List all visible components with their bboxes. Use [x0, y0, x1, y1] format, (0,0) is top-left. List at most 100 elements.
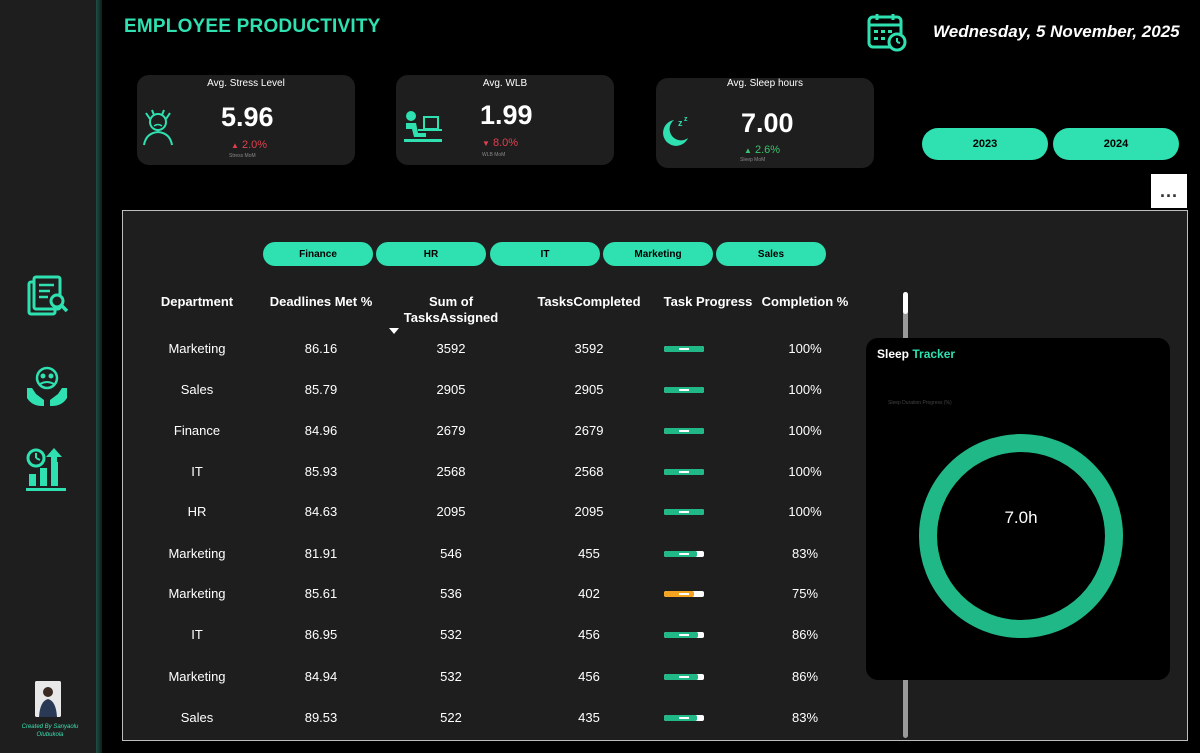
column-header-department[interactable]: Department [160, 294, 234, 309]
cell-completed: 402 [578, 586, 600, 601]
table-row[interactable]: IT 85.93 2568 2568 100% [0, 464, 860, 504]
stressed-person-icon [140, 107, 176, 152]
kpi-label: Avg. Sleep hours [727, 78, 803, 89]
kpi-card-stress: Avg. Stress Level 5.96 ▲ 2.0% Stress MoM [137, 75, 355, 165]
cell-assigned: 522 [440, 710, 462, 725]
sidebar-divider [96, 0, 102, 753]
more-options-button[interactable]: ... [1151, 174, 1187, 208]
cell-completed: 455 [578, 546, 600, 561]
sort-descending-icon[interactable] [389, 328, 399, 334]
cell-department: Finance [173, 423, 221, 438]
cell-deadlines: 85.79 [304, 382, 338, 397]
task-progress-bar [664, 428, 704, 434]
cell-deadlines: 89.53 [304, 710, 338, 725]
kpi-sub: Sleep MoM [740, 157, 766, 163]
cell-completion: 100% [788, 341, 822, 356]
kpi-delta: ▲ 2.6% [744, 144, 780, 156]
cell-assigned: 2679 [436, 423, 466, 438]
cell-deadlines: 86.16 [304, 341, 338, 356]
sleep-progress-ring [919, 434, 1123, 638]
kpi-card-wlb: Avg. WLB 1.99 ▼ 8.0% WLB MoM [396, 75, 614, 165]
cell-deadlines: 84.96 [304, 423, 338, 438]
cell-completion: 83% [791, 710, 819, 725]
task-progress-bar [664, 509, 704, 515]
calendar-icon [866, 12, 908, 57]
year-filter-2023[interactable]: 2023 [922, 128, 1048, 160]
sleep-tracker-card: Sleep Tracker Sleep Duration Progress (%… [866, 338, 1170, 680]
report-search-icon[interactable] [22, 272, 72, 322]
cell-deadlines: 85.61 [304, 586, 338, 601]
cell-assigned: 2568 [436, 464, 466, 479]
kpi-sub: WLB MoM [482, 152, 506, 158]
cell-deadlines: 81.91 [304, 546, 338, 561]
task-progress-fill [664, 632, 699, 638]
dept-filter-finance[interactable]: Finance [263, 242, 373, 266]
up-arrow-icon: ▲ [744, 146, 752, 155]
table-row[interactable]: Marketing 81.91 546 455 83% [0, 546, 860, 586]
task-progress-fill [664, 469, 704, 475]
column-header-progress[interactable]: Task Progress [663, 294, 753, 309]
cell-assigned: 3592 [436, 341, 466, 356]
task-progress-bar [664, 591, 704, 597]
dept-filter-hr[interactable]: HR [376, 242, 486, 266]
cell-completion: 100% [788, 464, 822, 479]
cell-department: HR [187, 504, 207, 519]
cell-completion: 100% [788, 382, 822, 397]
sleep-tracker-title-part1: Sleep [877, 347, 910, 361]
sleep-ring-arc [919, 434, 1123, 638]
cell-completed: 435 [578, 710, 600, 725]
table-row[interactable]: HR 84.63 2095 2095 100% [0, 504, 860, 544]
column-header-deadlines[interactable]: Deadlines Met % [269, 294, 373, 309]
task-progress-fill [664, 346, 704, 352]
task-progress-fill [664, 428, 704, 434]
cell-department: Marketing [168, 341, 226, 356]
column-header-completed[interactable]: TasksCompleted [537, 294, 641, 309]
cell-completed: 456 [578, 627, 600, 642]
dept-filter-sales[interactable]: Sales [716, 242, 826, 266]
dept-filter-marketing[interactable]: Marketing [603, 242, 713, 266]
table-row[interactable]: Marketing 84.94 532 456 86% [0, 669, 860, 709]
cell-deadlines: 84.63 [304, 504, 338, 519]
kpi-delta: ▲ 2.0% [231, 139, 267, 151]
cell-deadlines: 86.95 [304, 627, 338, 642]
scrollbar-thumb[interactable] [903, 292, 908, 314]
task-progress-bar [664, 715, 704, 721]
table-row[interactable]: Sales 89.53 522 435 83% [0, 710, 860, 750]
kpi-label: Avg. Stress Level [207, 78, 285, 89]
table-row[interactable]: IT 86.95 532 456 86% [0, 627, 860, 667]
dept-filter-it[interactable]: IT [490, 242, 600, 266]
table-row[interactable]: Marketing 86.16 3592 3592 100% [0, 341, 860, 381]
kpi-delta: ▼ 8.0% [482, 137, 518, 149]
cell-completion: 100% [788, 504, 822, 519]
kpi-value: 5.96 [221, 102, 274, 132]
employee-care-icon[interactable] [22, 362, 72, 412]
task-progress-fill [664, 387, 704, 393]
year-filter-2024[interactable]: 2024 [1053, 128, 1179, 160]
cell-department: Marketing [168, 669, 226, 684]
svg-text:z: z [684, 116, 688, 123]
cell-completion: 83% [791, 546, 819, 561]
cell-assigned: 536 [440, 586, 462, 601]
cell-department: IT [191, 627, 203, 642]
page-title: EMPLOYEE PRODUCTIVITY [124, 16, 381, 37]
sleep-tracker-title: Sleep Tracker [877, 347, 955, 361]
cell-completed: 456 [578, 669, 600, 684]
cell-deadlines: 84.94 [304, 669, 338, 684]
cell-completion: 86% [791, 669, 819, 684]
current-date: Wednesday, 5 November, 2025 [933, 22, 1180, 41]
kpi-value: 7.00 [741, 108, 794, 138]
svg-text:z: z [678, 118, 683, 128]
table-row[interactable]: Sales 85.79 2905 2905 100% [0, 382, 860, 422]
avatar [35, 681, 61, 717]
table-row[interactable]: Marketing 85.61 536 402 75% [0, 586, 860, 626]
kpi-delta-value: 2.0% [241, 139, 268, 151]
task-progress-bar [664, 632, 704, 638]
column-header-completion[interactable]: Completion % [761, 294, 849, 309]
kpi-value: 1.99 [480, 100, 533, 130]
table-row[interactable]: Finance 84.96 2679 2679 100% [0, 423, 860, 463]
down-arrow-icon: ▼ [482, 139, 490, 148]
task-progress-fill [664, 591, 694, 597]
performance-chart-icon[interactable] [22, 444, 72, 494]
kpi-sub: Stress MoM [229, 153, 256, 159]
column-header-assigned[interactable]: Sum of TasksAssigned [390, 294, 512, 326]
